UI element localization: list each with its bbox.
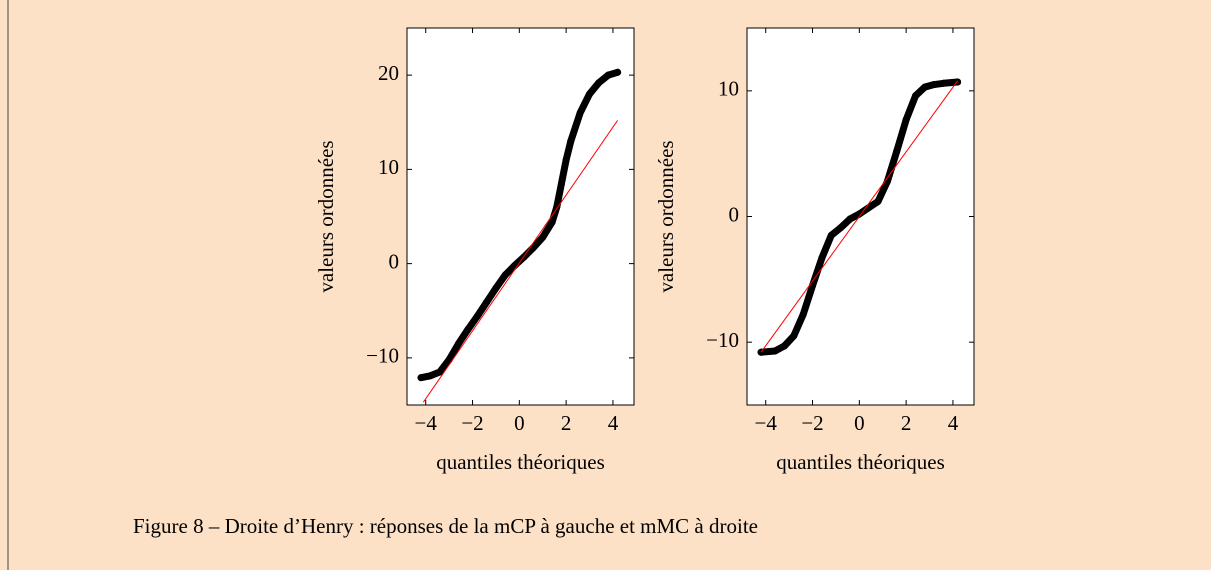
- y-axis-label: valeurs ordonnées: [654, 140, 678, 292]
- point: [827, 231, 835, 239]
- y-tick-label: 0: [389, 249, 400, 273]
- point: [576, 109, 584, 117]
- point: [464, 326, 472, 334]
- y-tick-label: 10: [718, 77, 739, 101]
- point: [809, 282, 817, 290]
- point: [921, 83, 929, 91]
- point: [846, 215, 854, 223]
- point: [529, 244, 537, 252]
- point: [930, 81, 938, 89]
- point: [799, 311, 807, 319]
- point: [426, 372, 434, 380]
- x-tick-label: 2: [901, 411, 912, 435]
- point: [595, 79, 603, 87]
- point: [940, 79, 948, 87]
- point: [893, 147, 901, 155]
- x-axis-label: quantiles théoriques: [436, 450, 605, 474]
- point: [548, 218, 556, 226]
- reference-line: [760, 80, 959, 353]
- y-tick-label: 20: [378, 61, 399, 85]
- point: [454, 340, 462, 348]
- caption: Figure 8 – Droite d’Henry : réponses de …: [133, 514, 758, 538]
- x-tick-label: −2: [801, 411, 823, 435]
- point: [604, 71, 612, 79]
- x-tick-label: −4: [755, 411, 778, 435]
- point: [539, 233, 547, 241]
- point: [874, 197, 882, 205]
- point: [501, 271, 509, 279]
- point: [562, 156, 570, 164]
- point: [557, 180, 565, 188]
- axes-frame: [406, 27, 635, 406]
- x-axis-label: quantiles théoriques: [776, 450, 945, 474]
- point: [902, 116, 910, 124]
- point: [586, 90, 594, 98]
- point: [855, 210, 863, 218]
- x-tick-label: 4: [948, 411, 959, 435]
- point: [790, 332, 798, 340]
- x-tick-label: −2: [461, 411, 483, 435]
- point: [473, 312, 481, 320]
- x-tick-label: 2: [561, 411, 572, 435]
- point: [483, 298, 491, 306]
- y-tick-label: −10: [366, 344, 399, 368]
- point: [911, 92, 919, 100]
- y-tick-label: 0: [729, 202, 740, 226]
- x-tick-label: 4: [608, 411, 619, 435]
- x-tick-label: −4: [415, 411, 438, 435]
- point: [492, 284, 500, 292]
- x-tick-label: 0: [514, 411, 525, 435]
- point: [818, 254, 826, 262]
- point: [771, 347, 779, 355]
- point: [445, 356, 453, 364]
- point: [780, 342, 788, 350]
- point: [567, 137, 575, 145]
- point: [837, 224, 845, 232]
- point: [614, 68, 622, 76]
- y-axis-label: valeurs ordonnées: [314, 140, 338, 292]
- x-tick-label: 0: [854, 411, 865, 435]
- point: [436, 368, 444, 376]
- y-tick-label: −10: [706, 328, 739, 352]
- point: [417, 374, 425, 382]
- reference-line: [422, 120, 619, 403]
- y-tick-label: 10: [378, 155, 399, 179]
